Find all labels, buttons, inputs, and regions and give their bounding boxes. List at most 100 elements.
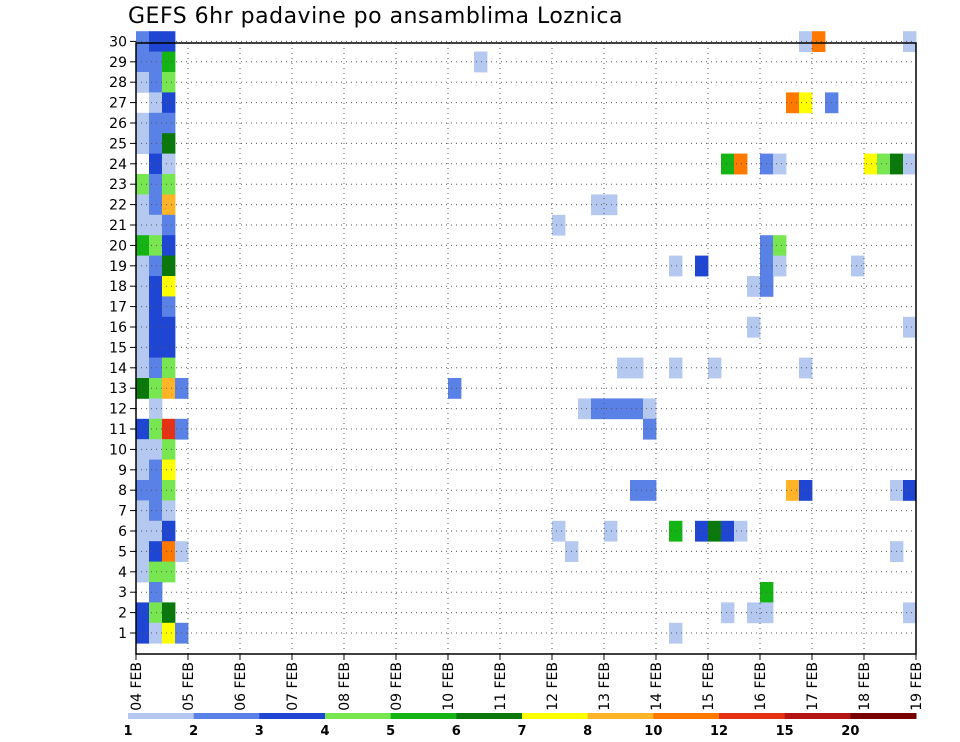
heatmap-cell (149, 378, 163, 399)
heatmap-cell (617, 398, 631, 420)
y-tick-label: 20 (109, 238, 127, 254)
legend-label: 5 (386, 724, 395, 739)
legend-label: 20 (841, 724, 859, 739)
heatmap-cell (162, 520, 176, 542)
heatmap-cell (149, 31, 163, 52)
heatmap-cell (136, 378, 150, 399)
x-tick-label: 14 FEB (649, 662, 665, 711)
heatmap-cell (136, 214, 150, 236)
heatmap-cell (136, 194, 150, 216)
heatmap-cell (669, 255, 683, 277)
y-tick-label: 10 (109, 442, 127, 458)
x-tick-label: 17 FEB (805, 662, 821, 711)
x-tick-label: 12 FEB (545, 662, 561, 711)
y-tick-label: 18 (109, 279, 127, 295)
heatmap-cell (747, 276, 761, 297)
heatmap-cell (149, 357, 163, 379)
legend-label: 12 (710, 724, 728, 739)
chart-title: GEFS 6hr padavine po ansamblima Loznica (128, 4, 623, 29)
heatmap-cell (721, 602, 735, 624)
heatmap-cell (162, 316, 176, 338)
heatmap-cell (617, 357, 631, 379)
heatmap-cell (149, 153, 163, 175)
heatmap-cell (162, 112, 176, 134)
y-tick-label: 1 (118, 626, 127, 642)
y-tick-label: 9 (118, 463, 127, 479)
heatmap-cell (149, 214, 163, 236)
heatmap-cell (136, 112, 150, 134)
legend-swatch (390, 713, 457, 719)
legend-swatch (719, 713, 786, 719)
legend-swatch (128, 713, 195, 719)
heatmap-cell (136, 520, 150, 542)
heatmap-cell (162, 92, 176, 114)
heatmap-cell (162, 31, 176, 52)
heatmap-cell (149, 480, 163, 501)
y-tick-label: 28 (109, 75, 127, 91)
heatmap-cell (851, 255, 865, 277)
heatmap-cell (149, 194, 163, 216)
heatmap-cell (162, 194, 176, 216)
heatmap-cell (643, 480, 657, 501)
x-tick-label: 16 FEB (753, 662, 769, 711)
y-tick-label: 11 (109, 422, 127, 438)
legend-label: 6 (452, 724, 461, 739)
legend-swatch (587, 713, 654, 719)
heatmap-cell (136, 357, 150, 379)
heatmap-cell (149, 439, 163, 460)
heatmap-cell (149, 316, 163, 338)
heatmap-cell (786, 92, 800, 114)
heatmap-cell (149, 398, 163, 420)
y-tick-label: 27 (109, 96, 127, 112)
heatmap-cell (136, 255, 150, 277)
x-tick-label: 18 FEB (857, 662, 873, 711)
heatmap-cell (136, 561, 150, 583)
y-tick-label: 26 (109, 116, 127, 132)
heatmap-cell (136, 602, 150, 624)
heatmap-cell (162, 480, 176, 501)
heatmap-cell (162, 51, 176, 73)
grid-lines (136, 40, 916, 654)
x-tick-label: 09 FEB (389, 662, 405, 711)
heatmap-cell (136, 480, 150, 501)
y-tick-label: 24 (109, 157, 127, 173)
x-tick-label: 10 FEB (441, 662, 457, 711)
heatmap-cell (162, 337, 176, 358)
heatmap-cell (162, 418, 176, 440)
heatmap-cell (149, 235, 163, 256)
legend-label: 7 (517, 724, 526, 739)
x-tick-label: 11 FEB (493, 662, 509, 711)
legend-swatch (522, 713, 589, 719)
legend: 1 2 3 4 5 6 7 8 10 12 15 20 (123, 713, 917, 739)
heatmap-cell (643, 418, 657, 440)
heatmap-cell (136, 541, 150, 562)
heatmap-cell (162, 214, 176, 236)
heatmap-cell (149, 602, 163, 624)
heatmap-cell (162, 174, 176, 195)
heatmap-cell (903, 316, 917, 338)
y-tick-label: 14 (109, 361, 127, 377)
x-tick-label: 08 FEB (337, 662, 353, 711)
heatmap-cell (149, 582, 163, 603)
y-tick-label: 25 (109, 136, 127, 152)
y-tick-label: 17 (109, 300, 127, 316)
y-tick-label: 4 (118, 565, 127, 581)
heatmap-cell (747, 316, 761, 338)
heatmap-cell (162, 276, 176, 297)
heatmap-cell (812, 31, 826, 52)
heatmap-cell (591, 194, 605, 216)
heatmap-cell (773, 235, 787, 256)
y-tick-label: 5 (118, 544, 127, 560)
legend-label: 8 (583, 724, 592, 739)
heatmap-cell (734, 153, 748, 175)
heatmap-cell (903, 153, 917, 175)
x-tick-label: 13 FEB (597, 662, 613, 711)
legend-swatch (850, 713, 917, 719)
heatmap-cell (162, 500, 176, 522)
heatmap-cell (708, 357, 722, 379)
heatmap-cell (149, 418, 163, 440)
heatmap-cell (149, 520, 163, 542)
y-axis: 1234567891011121314151617181920212223242… (109, 34, 136, 642)
heatmap-cell (734, 520, 748, 542)
heatmap-cell (604, 194, 618, 216)
